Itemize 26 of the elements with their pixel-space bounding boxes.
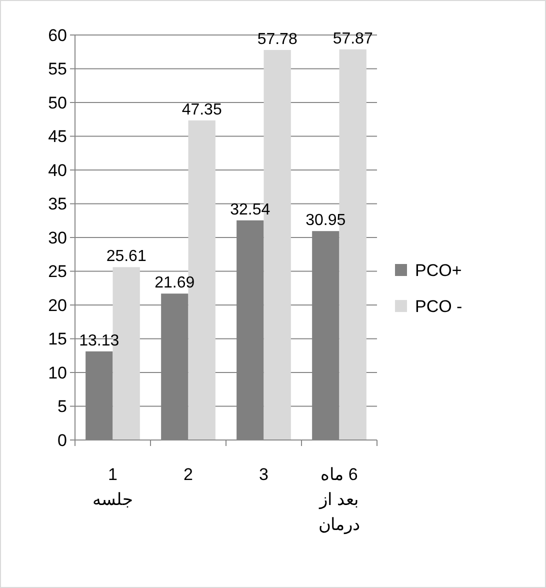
y-tick-label: 20 (48, 296, 67, 315)
y-tick-label: 15 (48, 330, 67, 349)
legend-label: PCO+ (415, 260, 462, 280)
y-tick-label: 25 (48, 262, 67, 282)
data-label: 57.87 (332, 30, 373, 48)
y-tick-label: 45 (48, 127, 67, 146)
x-tick-label: 3 (259, 465, 268, 484)
data-label: 25.61 (106, 248, 146, 266)
y-tick-label: 50 (48, 93, 67, 112)
x-tick-label: 6 ماه بعد از درمان (318, 465, 360, 535)
data-label: 21.69 (154, 274, 195, 292)
y-tick-label: 5 (58, 397, 67, 416)
legend-label: PCO - (415, 296, 462, 316)
x-tick-label: 2 (184, 465, 193, 484)
y-tick-label: 55 (48, 60, 67, 79)
y-tick-label: 10 (48, 363, 67, 382)
y-tick-label: 40 (48, 160, 67, 180)
y-tick-label: 60 (48, 26, 67, 45)
data-label: 30.95 (306, 212, 346, 230)
y-tick-label: 30 (48, 228, 67, 248)
y-tick-label: 0 (58, 430, 67, 450)
data-label: 13.13 (79, 332, 120, 350)
y-tick-label: 35 (48, 194, 67, 214)
data-label: 32.54 (230, 201, 270, 218)
data-label: 57.78 (257, 30, 298, 48)
data-label: 47.35 (182, 101, 222, 118)
